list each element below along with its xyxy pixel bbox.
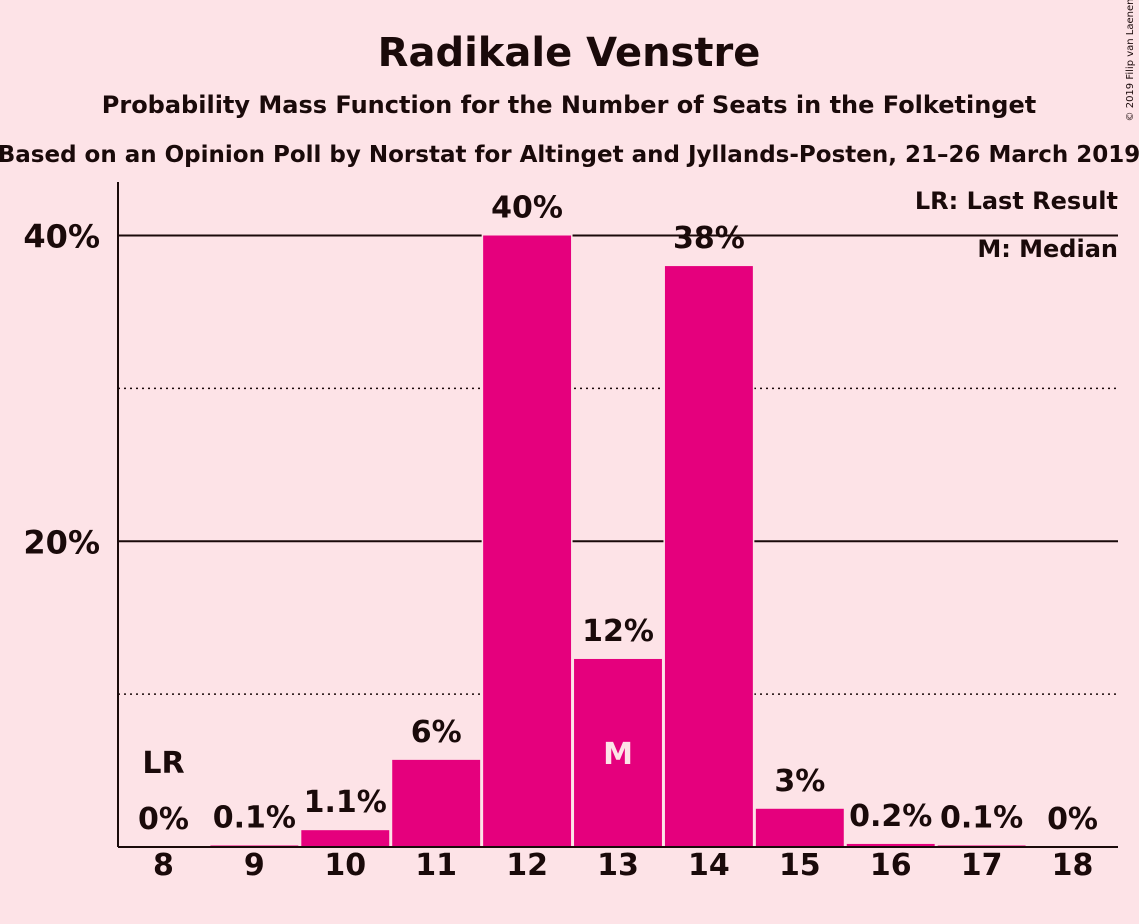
copyright-note: © 2019 Filip van Laenen [1125, 0, 1136, 121]
x-tick-label: 15 [779, 848, 821, 883]
bars [118, 233, 1118, 848]
x-tick-label: 16 [870, 848, 912, 883]
x-tick-label: 8 [153, 848, 174, 883]
bar-gap [936, 843, 1028, 847]
x-tick-label: 17 [961, 848, 1003, 883]
data-label: 0% [138, 802, 189, 837]
last-result-marker: LR [142, 746, 184, 781]
chart-source-line: Based on an Opinion Poll by Norstat for … [0, 142, 1139, 168]
bar [755, 808, 844, 847]
bar [392, 759, 481, 847]
x-tick-label: 13 [597, 848, 639, 883]
data-label: 6% [411, 715, 462, 750]
chart-title: Radikale Venstre [378, 30, 761, 76]
x-tick-label: 11 [415, 848, 457, 883]
bar [483, 235, 572, 848]
data-label: 0.1% [940, 800, 1023, 835]
data-label: 0.1% [213, 800, 296, 835]
x-tick-label: 14 [688, 848, 730, 883]
bar [846, 843, 935, 847]
legend-last-result: LR: Last Result [915, 187, 1118, 215]
bar-gap [208, 843, 300, 847]
data-label: 0.2% [849, 799, 932, 834]
data-label: 40% [491, 191, 563, 226]
x-tick-label: 18 [1052, 848, 1094, 883]
x-tick-label: 12 [506, 848, 548, 883]
data-label: 12% [582, 614, 654, 649]
legend-median: M: Median [977, 235, 1118, 263]
data-label: 1.1% [304, 785, 387, 820]
data-label: 0% [1047, 802, 1098, 837]
data-label: 3% [774, 764, 825, 799]
x-tick-label: 10 [324, 848, 366, 883]
y-tick-label: 40% [23, 218, 100, 256]
median-marker: M [603, 737, 633, 772]
bar [574, 658, 662, 847]
bar [301, 830, 390, 847]
bar [664, 266, 753, 848]
axes: 20% 40% 8 9 10 11 12 13 14 15 16 17 18 [23, 182, 1118, 883]
x-tick-label: 9 [244, 848, 265, 883]
chart-subtitle: Probability Mass Function for the Number… [102, 91, 1036, 119]
data-labels: 0%LR0.1% 1.1%6%40%12%M38%3%0.2% 0.1% 0% [138, 191, 1098, 837]
data-label: 38% [673, 221, 745, 256]
y-tick-label: 20% [23, 523, 100, 561]
